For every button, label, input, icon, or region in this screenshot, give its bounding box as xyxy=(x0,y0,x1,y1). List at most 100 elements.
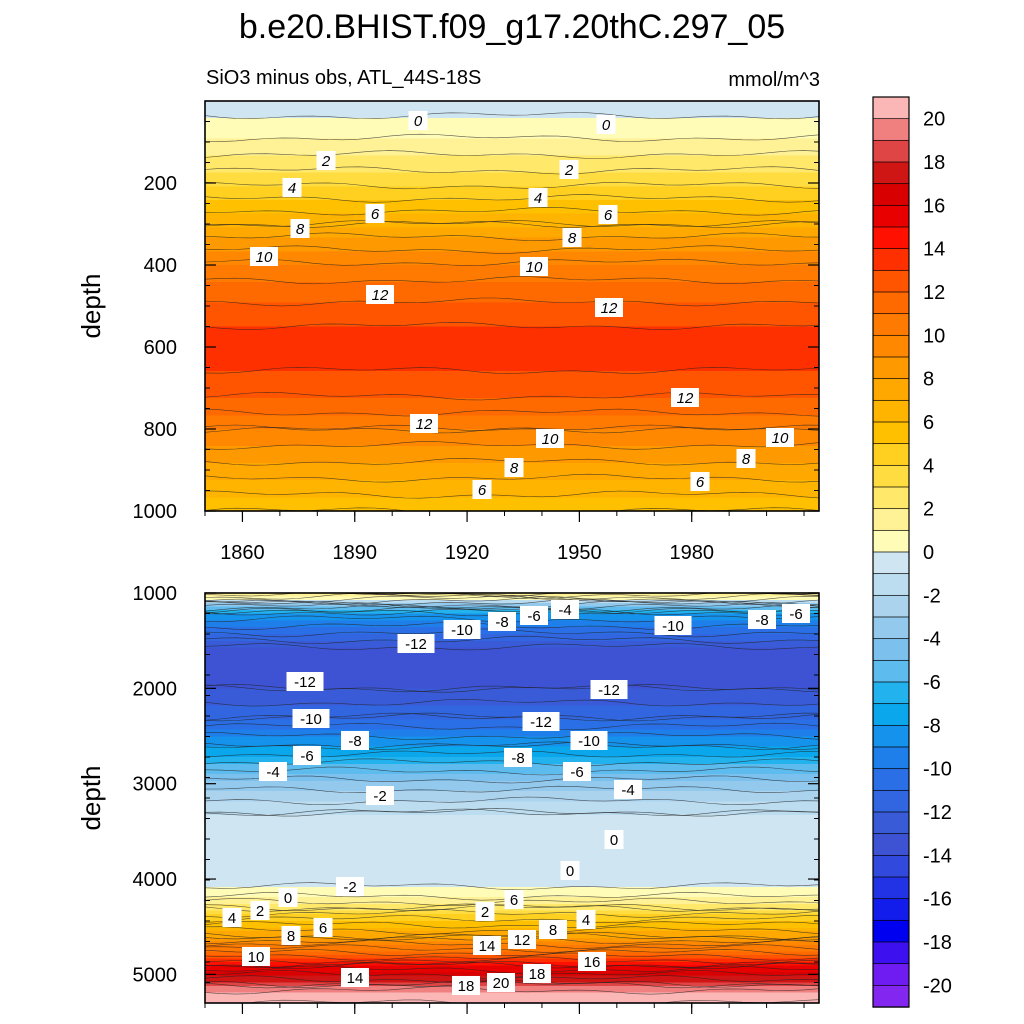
contour-label: -8 xyxy=(504,748,532,767)
svg-text:2: 2 xyxy=(256,903,264,920)
svg-text:-6: -6 xyxy=(527,608,540,625)
contour-label: 10 xyxy=(242,947,270,966)
contour-label: 6 xyxy=(598,205,618,224)
y-tick-label: 2000 xyxy=(133,678,178,700)
colorbar-swatch xyxy=(872,919,910,943)
contour-line xyxy=(204,297,820,307)
contour-line xyxy=(204,882,820,891)
svg-text:-8: -8 xyxy=(495,614,508,631)
upper-contour-labels: 0 0 2 2 4 4 6 6 8 8 10 10 12 12 12 12 10 10 8 8 6 6 xyxy=(250,111,794,499)
colorbar-swatch xyxy=(872,768,910,791)
colorbar-tick-label: 2 xyxy=(923,499,934,521)
colorbar-swatch xyxy=(872,594,910,618)
contour-label: 0 xyxy=(604,830,624,849)
svg-text:-10: -10 xyxy=(662,618,684,635)
contour-label: 2 xyxy=(316,151,336,170)
contour-label: 4 xyxy=(528,188,548,207)
contour-label: 6 xyxy=(504,890,524,909)
svg-text:8: 8 xyxy=(742,451,751,468)
colorbar-tick-label: 10 xyxy=(923,325,945,347)
colorbar-swatch xyxy=(872,269,910,293)
svg-text:6: 6 xyxy=(319,920,327,937)
svg-text:4: 4 xyxy=(228,910,236,927)
svg-text:-10: -10 xyxy=(300,711,322,728)
svg-text:8: 8 xyxy=(510,460,519,477)
y-tick-label: 800 xyxy=(144,419,177,441)
colorbar-swatch xyxy=(872,616,910,640)
contour-line xyxy=(204,921,820,929)
svg-text:-12: -12 xyxy=(598,682,620,699)
colorbar-swatch xyxy=(872,876,910,900)
contour-label: 8 xyxy=(736,449,756,468)
colorbar-swatch xyxy=(872,226,910,250)
svg-text:12: 12 xyxy=(416,416,433,433)
contour-line xyxy=(204,166,820,175)
colorbar-swatch xyxy=(872,638,910,661)
colorbar-swatch xyxy=(872,789,910,813)
y-tick-label: 4000 xyxy=(133,869,178,891)
colorbar-swatch xyxy=(872,746,910,770)
contour-label: -10 xyxy=(570,731,608,750)
svg-text:6: 6 xyxy=(696,474,705,491)
lower-y-axis-label: depth xyxy=(76,765,106,830)
contour-label: 8 xyxy=(281,926,301,945)
lower-contour-labels: -4 -6 -8 -10 -12 -10 -8 -6 -12 -12 -10 -8 -6 -4 -2 -12 -… xyxy=(222,600,810,995)
contour-line xyxy=(204,594,820,603)
colorbar-swatch xyxy=(872,703,910,726)
contour-line xyxy=(204,133,820,142)
colorbar-tick-label: -2 xyxy=(923,585,941,607)
colorbar-tick-label: -20 xyxy=(923,975,952,997)
contour-line xyxy=(204,592,820,601)
chart-subtitle: SiO3 minus obs, ATL_44S-18S xyxy=(206,67,481,89)
contour-label: -2 xyxy=(336,877,364,896)
contour-label: 8 xyxy=(504,458,524,477)
svg-text:14: 14 xyxy=(347,970,364,987)
chart-title: b.e20.BHIST.f09_g17.20thC.297_05 xyxy=(239,8,785,46)
contour-label: 18 xyxy=(523,964,551,983)
svg-text:10: 10 xyxy=(248,949,265,966)
colorbar-swatch xyxy=(872,356,910,380)
contour-line xyxy=(204,808,820,817)
y-tick-label: 1000 xyxy=(133,501,178,523)
svg-text:12: 12 xyxy=(677,390,694,407)
contour-label: 12 xyxy=(595,298,623,317)
lower-x-ticks xyxy=(204,1003,805,1014)
contour-label: -12 xyxy=(397,634,435,653)
colorbar-swatch xyxy=(872,464,910,488)
colorbar-swatch xyxy=(872,573,910,596)
contour-label: -12 xyxy=(522,712,560,731)
svg-text:-4: -4 xyxy=(558,602,571,619)
contour-line xyxy=(204,424,820,434)
colorbar-tick-label: -12 xyxy=(923,802,952,824)
contour-label: 6 xyxy=(472,480,492,499)
colorbar-swatch xyxy=(872,963,910,986)
svg-text:-8: -8 xyxy=(511,750,524,767)
svg-text:0: 0 xyxy=(610,832,618,849)
svg-text:10: 10 xyxy=(526,259,543,276)
contour-label: 6 xyxy=(365,204,385,223)
upper-panel: 0 0 2 2 4 4 6 6 8 8 10 10 12 12 12 12 10 10 8 8 6 6 200 400 600… xyxy=(76,100,820,564)
contour-line xyxy=(204,206,820,216)
contour-label: -8 xyxy=(488,612,516,631)
colorbar-tick-label: 0 xyxy=(923,542,934,564)
colorbar-swatch xyxy=(872,96,910,120)
svg-text:12: 12 xyxy=(372,287,389,304)
x-tick-label: 1980 xyxy=(669,542,714,564)
contour-line xyxy=(204,635,820,644)
colorbar-swatch xyxy=(872,486,910,510)
contour-line xyxy=(204,276,820,285)
y-tick-label: 400 xyxy=(144,255,177,277)
contour-line xyxy=(204,366,820,374)
colorbar-swatch xyxy=(872,334,910,358)
contour-label: 0 xyxy=(408,111,428,130)
contour-line xyxy=(204,909,820,918)
upper-plot-area xyxy=(205,101,819,511)
colorbar-swatch xyxy=(872,139,910,163)
svg-text:10: 10 xyxy=(542,431,559,448)
contour-label: 2 xyxy=(559,160,579,179)
contour-line xyxy=(204,766,820,776)
svg-text:20: 20 xyxy=(493,975,510,992)
contour-line xyxy=(204,643,820,651)
y-tick-label: 5000 xyxy=(133,964,178,986)
